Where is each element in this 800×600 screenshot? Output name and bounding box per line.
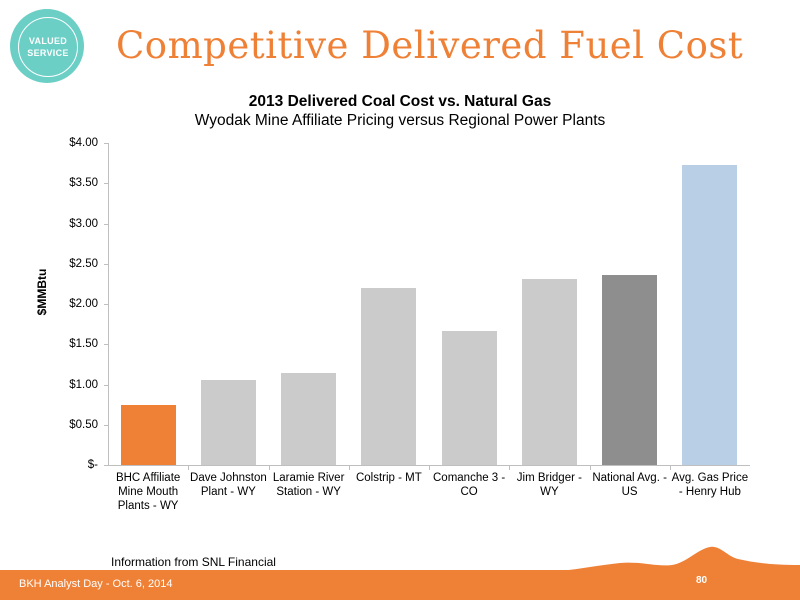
y-tick-mark [104, 304, 108, 305]
y-axis-label: $MMBtu [35, 268, 49, 316]
x-tick-mark [429, 465, 430, 470]
y-tick-label: $- [87, 459, 98, 471]
badge-ring: VALUED SERVICE [18, 17, 78, 77]
slide-title: Competitive Delivered Fuel Cost [116, 24, 744, 67]
source-note: Information from SNL Financial [111, 555, 276, 569]
y-tick-mark [104, 344, 108, 346]
y-tick-mark [104, 465, 108, 466]
x-tick-label-line: Avg. Gas Price [671, 472, 749, 484]
bar [281, 373, 337, 465]
y-tick-label: $1.50 [69, 338, 98, 351]
footer-bar: BKH Analyst Day - Oct. 6, 2014 80 [0, 570, 800, 600]
bar [200, 379, 256, 465]
x-tick-label-line: Mine Mouth [118, 486, 179, 498]
x-tick-label: BHC Affiliate Mine Mouth Plants - WY [108, 471, 188, 513]
x-tick-label-line: Station - WY [276, 486, 341, 498]
x-tick-label: Jim Bridger - WY [509, 471, 589, 499]
x-tick-label-line: Colstrip - MT [355, 472, 422, 484]
x-tick-label-line: BHC Affiliate [115, 472, 181, 484]
y-tick-label: $2.50 [69, 257, 98, 270]
y-tick-label: $1.00 [69, 378, 98, 391]
badge-line-1: VALUED [28, 36, 68, 46]
bar [441, 330, 497, 465]
page-number: 80 [696, 575, 708, 586]
y-tick-mark [104, 183, 108, 185]
y-tick-mark [104, 263, 108, 265]
x-tick-label: Colstrip - MT [349, 471, 429, 485]
x-tick-label-line: - Henry Hub [678, 486, 741, 498]
y-tick-label: $3.50 [69, 177, 98, 190]
footer-text: BKH Analyst Day - Oct. 6, 2014 [19, 578, 173, 590]
y-tick-mark [104, 143, 108, 144]
x-tick-label-line: CO [460, 486, 478, 498]
valued-service-badge: VALUED SERVICE [10, 9, 84, 83]
y-axis-line [108, 143, 109, 465]
x-tick-label-line: Comanche 3 - [433, 472, 506, 484]
x-tick-label: Dave Johnston Plant - WY [188, 471, 268, 499]
y-tick-mark [104, 223, 108, 225]
y-tick-label: $3.00 [69, 217, 98, 230]
bar [120, 404, 176, 465]
y-tick-mark [104, 384, 108, 386]
y-tick-mark [104, 424, 108, 426]
x-tick-label: Laramie River Station - WY [269, 471, 349, 499]
x-tick-label-line: Jim Bridger - [516, 472, 582, 484]
x-tick-label-line: Laramie River [272, 472, 345, 484]
x-tick-label: National Avg. - US [590, 471, 670, 499]
y-tick-label: $0.50 [69, 418, 98, 431]
x-tick-label: Comanche 3 - CO [429, 471, 509, 499]
x-tick-mark [188, 465, 190, 470]
y-tick-label: $2.00 [69, 298, 98, 310]
bar [521, 279, 577, 465]
x-tick-label-line: National Avg. - [592, 472, 667, 484]
x-tick-label-line: WY [540, 486, 559, 498]
x-tick-mark [348, 465, 350, 470]
badge-line-2: SERVICE [27, 48, 69, 58]
x-tick-label-line: Dave Johnston [190, 472, 267, 484]
chart-title: 2013 Delivered Coal Cost vs. Natural Gas [248, 93, 552, 110]
x-tick-label-line: Plants - WY [117, 500, 179, 512]
mountain-graphic [560, 546, 800, 575]
bar [361, 287, 417, 465]
bar [602, 275, 658, 465]
chart-subtitle: Wyodak Mine Affiliate Pricing versus Reg… [194, 112, 606, 129]
bar [682, 164, 738, 465]
x-tick-label: Avg. Gas Price - Henry Hub [670, 471, 750, 499]
x-tick-mark [509, 465, 511, 470]
x-tick-mark [669, 465, 671, 470]
x-tick-mark [589, 465, 591, 470]
x-tick-mark [268, 465, 270, 470]
x-tick-label-line: Plant - WY [200, 486, 256, 498]
y-tick-label: $4.00 [69, 137, 98, 149]
x-tick-label-line: US [621, 486, 638, 498]
